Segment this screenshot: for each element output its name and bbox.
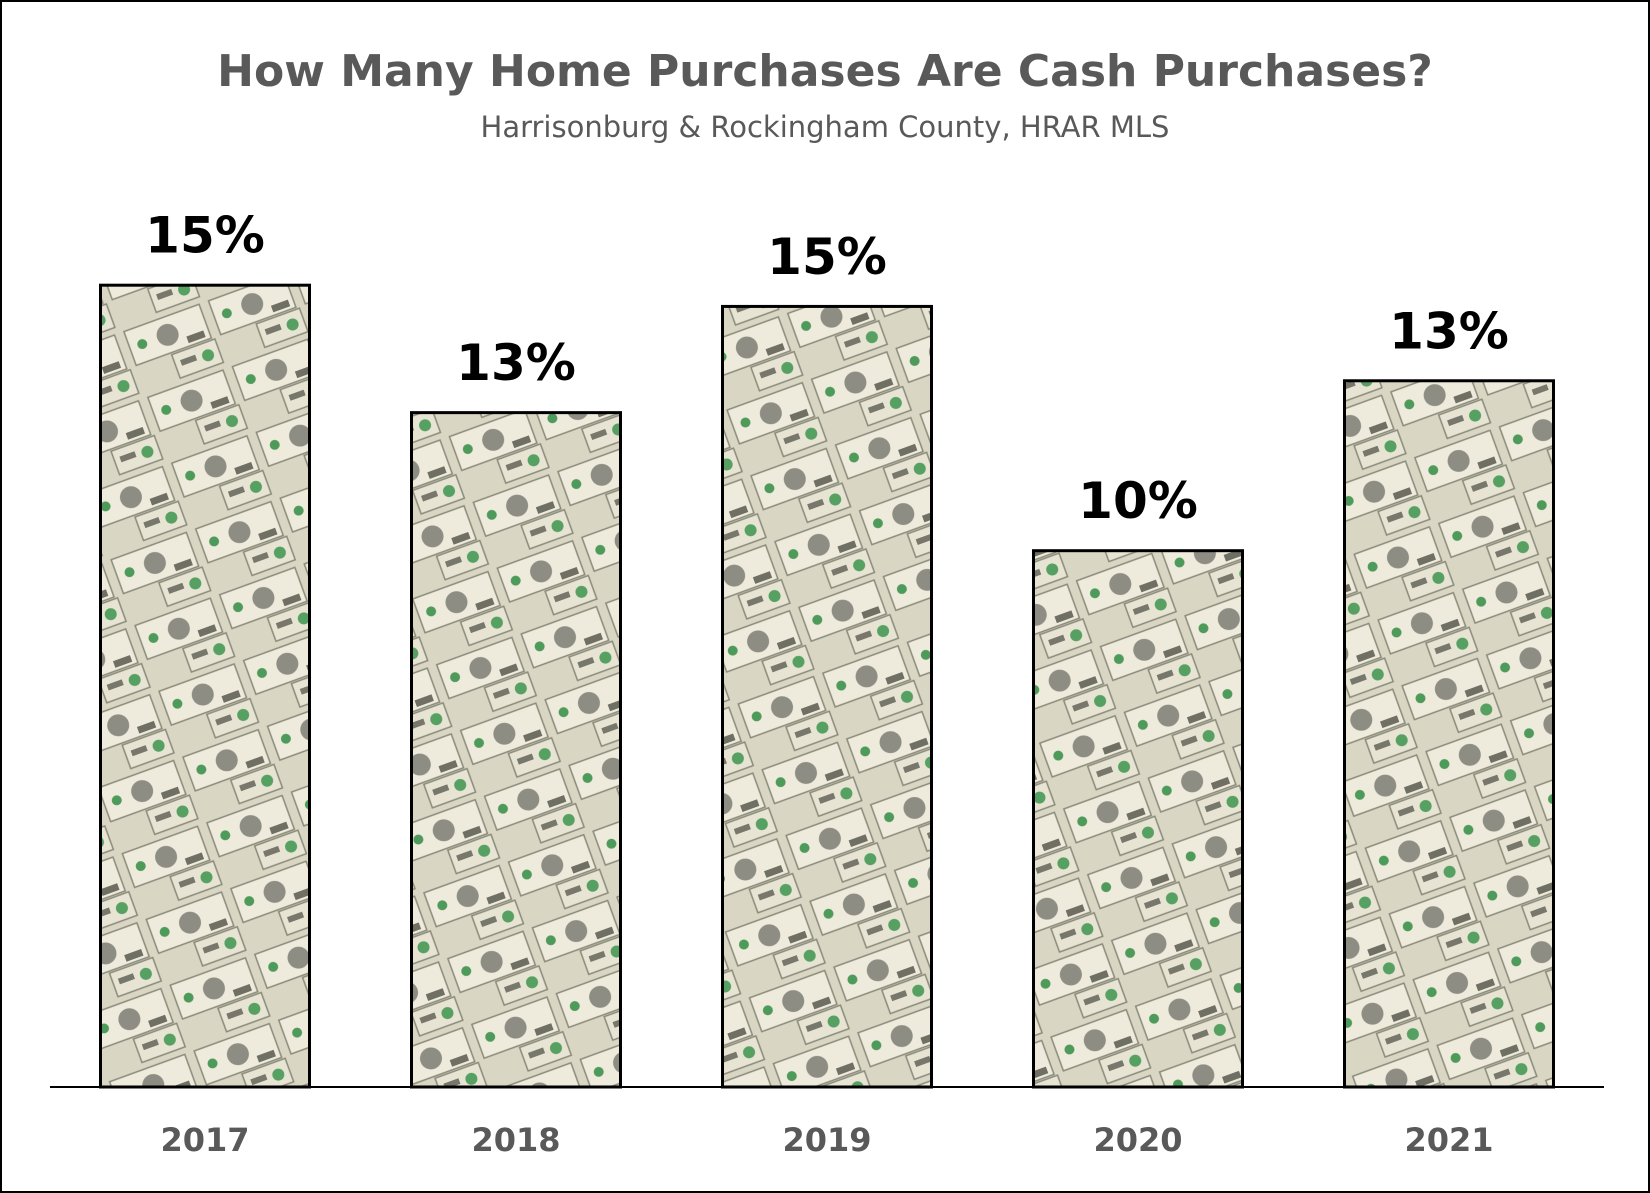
x-tick-label: 2020: [1093, 1121, 1182, 1159]
chart-subtitle: Harrisonburg & Rockingham County, HRAR M…: [481, 110, 1170, 144]
value-label: 15%: [145, 207, 265, 265]
bar: [410, 411, 622, 1089]
chart-title: How Many Home Purchases Are Cash Purchas…: [217, 46, 1433, 97]
value-label: 15%: [767, 228, 887, 286]
value-label: 13%: [456, 334, 576, 392]
x-tick-label: 2018: [471, 1121, 560, 1159]
bar: [721, 304, 933, 1089]
bar: [1032, 549, 1244, 1089]
value-label: 13%: [1389, 302, 1509, 360]
x-tick-label: 2017: [160, 1121, 249, 1159]
x-tick-label: 2021: [1404, 1121, 1493, 1159]
bar: [1343, 379, 1555, 1089]
x-tick-label: 2019: [782, 1121, 871, 1159]
bar: [99, 283, 311, 1089]
value-label: 10%: [1078, 472, 1198, 530]
